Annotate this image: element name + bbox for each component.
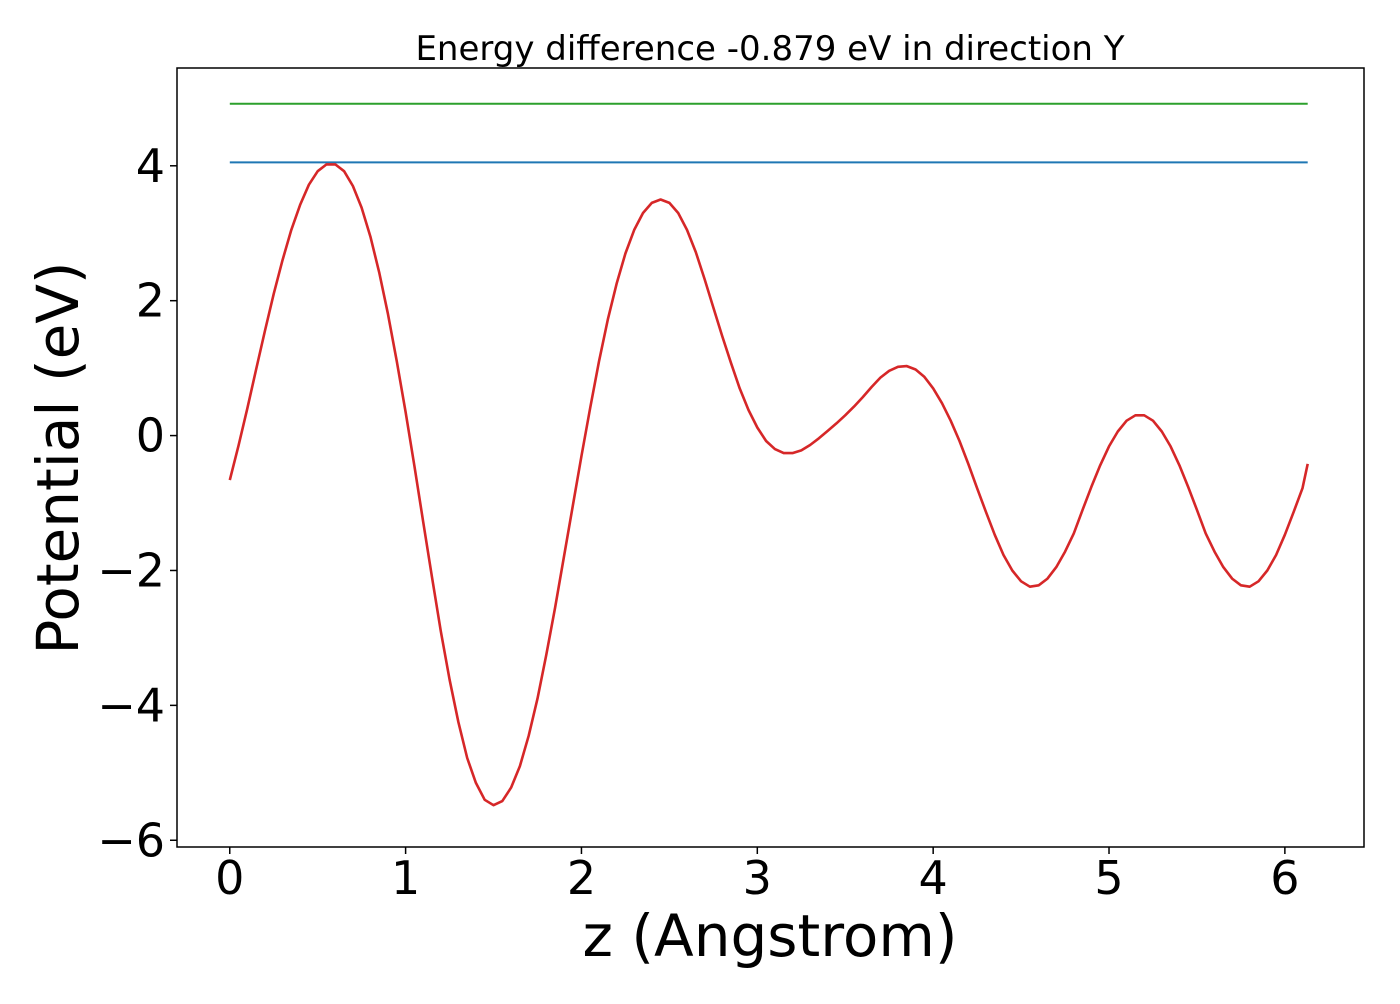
y-tick-label: −2 (97, 543, 165, 597)
y-tick-label: 0 (136, 409, 165, 463)
x-axis-label: z (Angstrom) (583, 902, 958, 970)
x-tick-label: 0 (215, 851, 244, 905)
x-tick-label: 2 (567, 851, 596, 905)
x-tick-label: 6 (1270, 851, 1299, 905)
series-layer (228, 102, 1309, 807)
plot-frame (176, 67, 1365, 848)
y-tick-label: −6 (97, 813, 165, 867)
y-tick-label: −4 (97, 678, 165, 732)
y-axis: −6 −4 −2 0 2 4 (97, 139, 177, 867)
series-line-3 (228, 163, 1309, 807)
y-tick-label: 2 (136, 274, 165, 328)
x-axis: 0 1 2 3 4 5 6 (215, 847, 1300, 905)
x-tick-label: 3 (743, 851, 772, 905)
x-tick-label: 4 (919, 851, 948, 905)
x-tick-label: 1 (391, 851, 420, 905)
chart-title: Energy difference -0.879 eV in direction… (415, 29, 1124, 69)
y-axis-label: Potential (eV) (24, 261, 92, 654)
x-tick-label: 5 (1094, 851, 1123, 905)
y-tick-label: 4 (136, 139, 165, 193)
